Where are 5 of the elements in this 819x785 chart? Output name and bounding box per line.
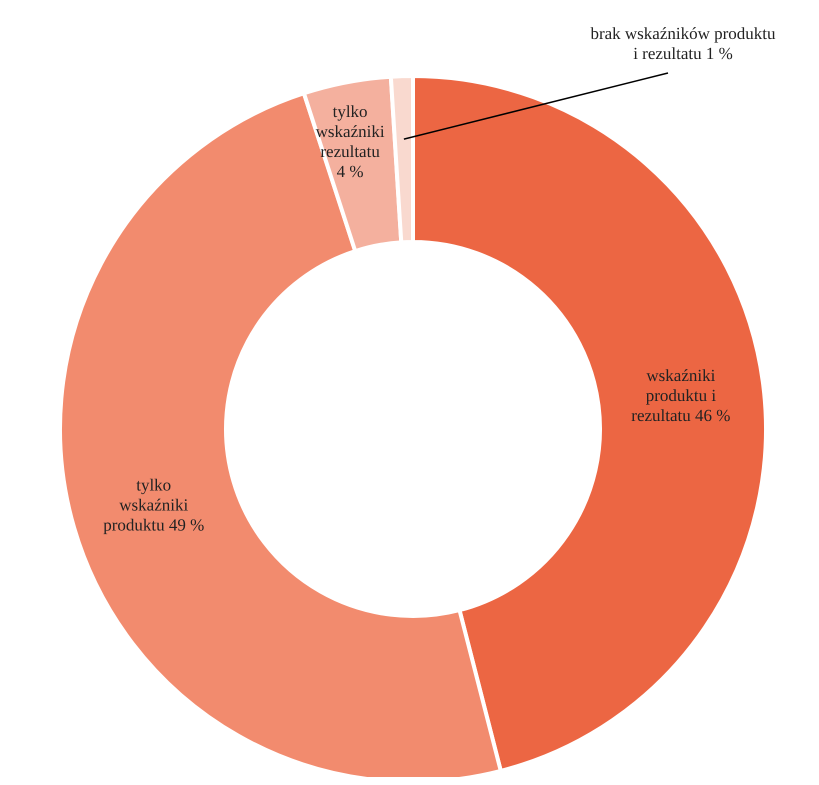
- slice-label: tylko wskaźniki produktu 49 %: [103, 475, 204, 534]
- slice-label: tylko wskaźniki rezultatu: [316, 102, 385, 162]
- data-label: 4 %: [336, 162, 364, 182]
- slice-label: brak wskaźników produktu i rezultatu 1 %: [590, 24, 776, 63]
- slice-label: wskaźniki produktu i rezultatu 46 %: [631, 366, 730, 426]
